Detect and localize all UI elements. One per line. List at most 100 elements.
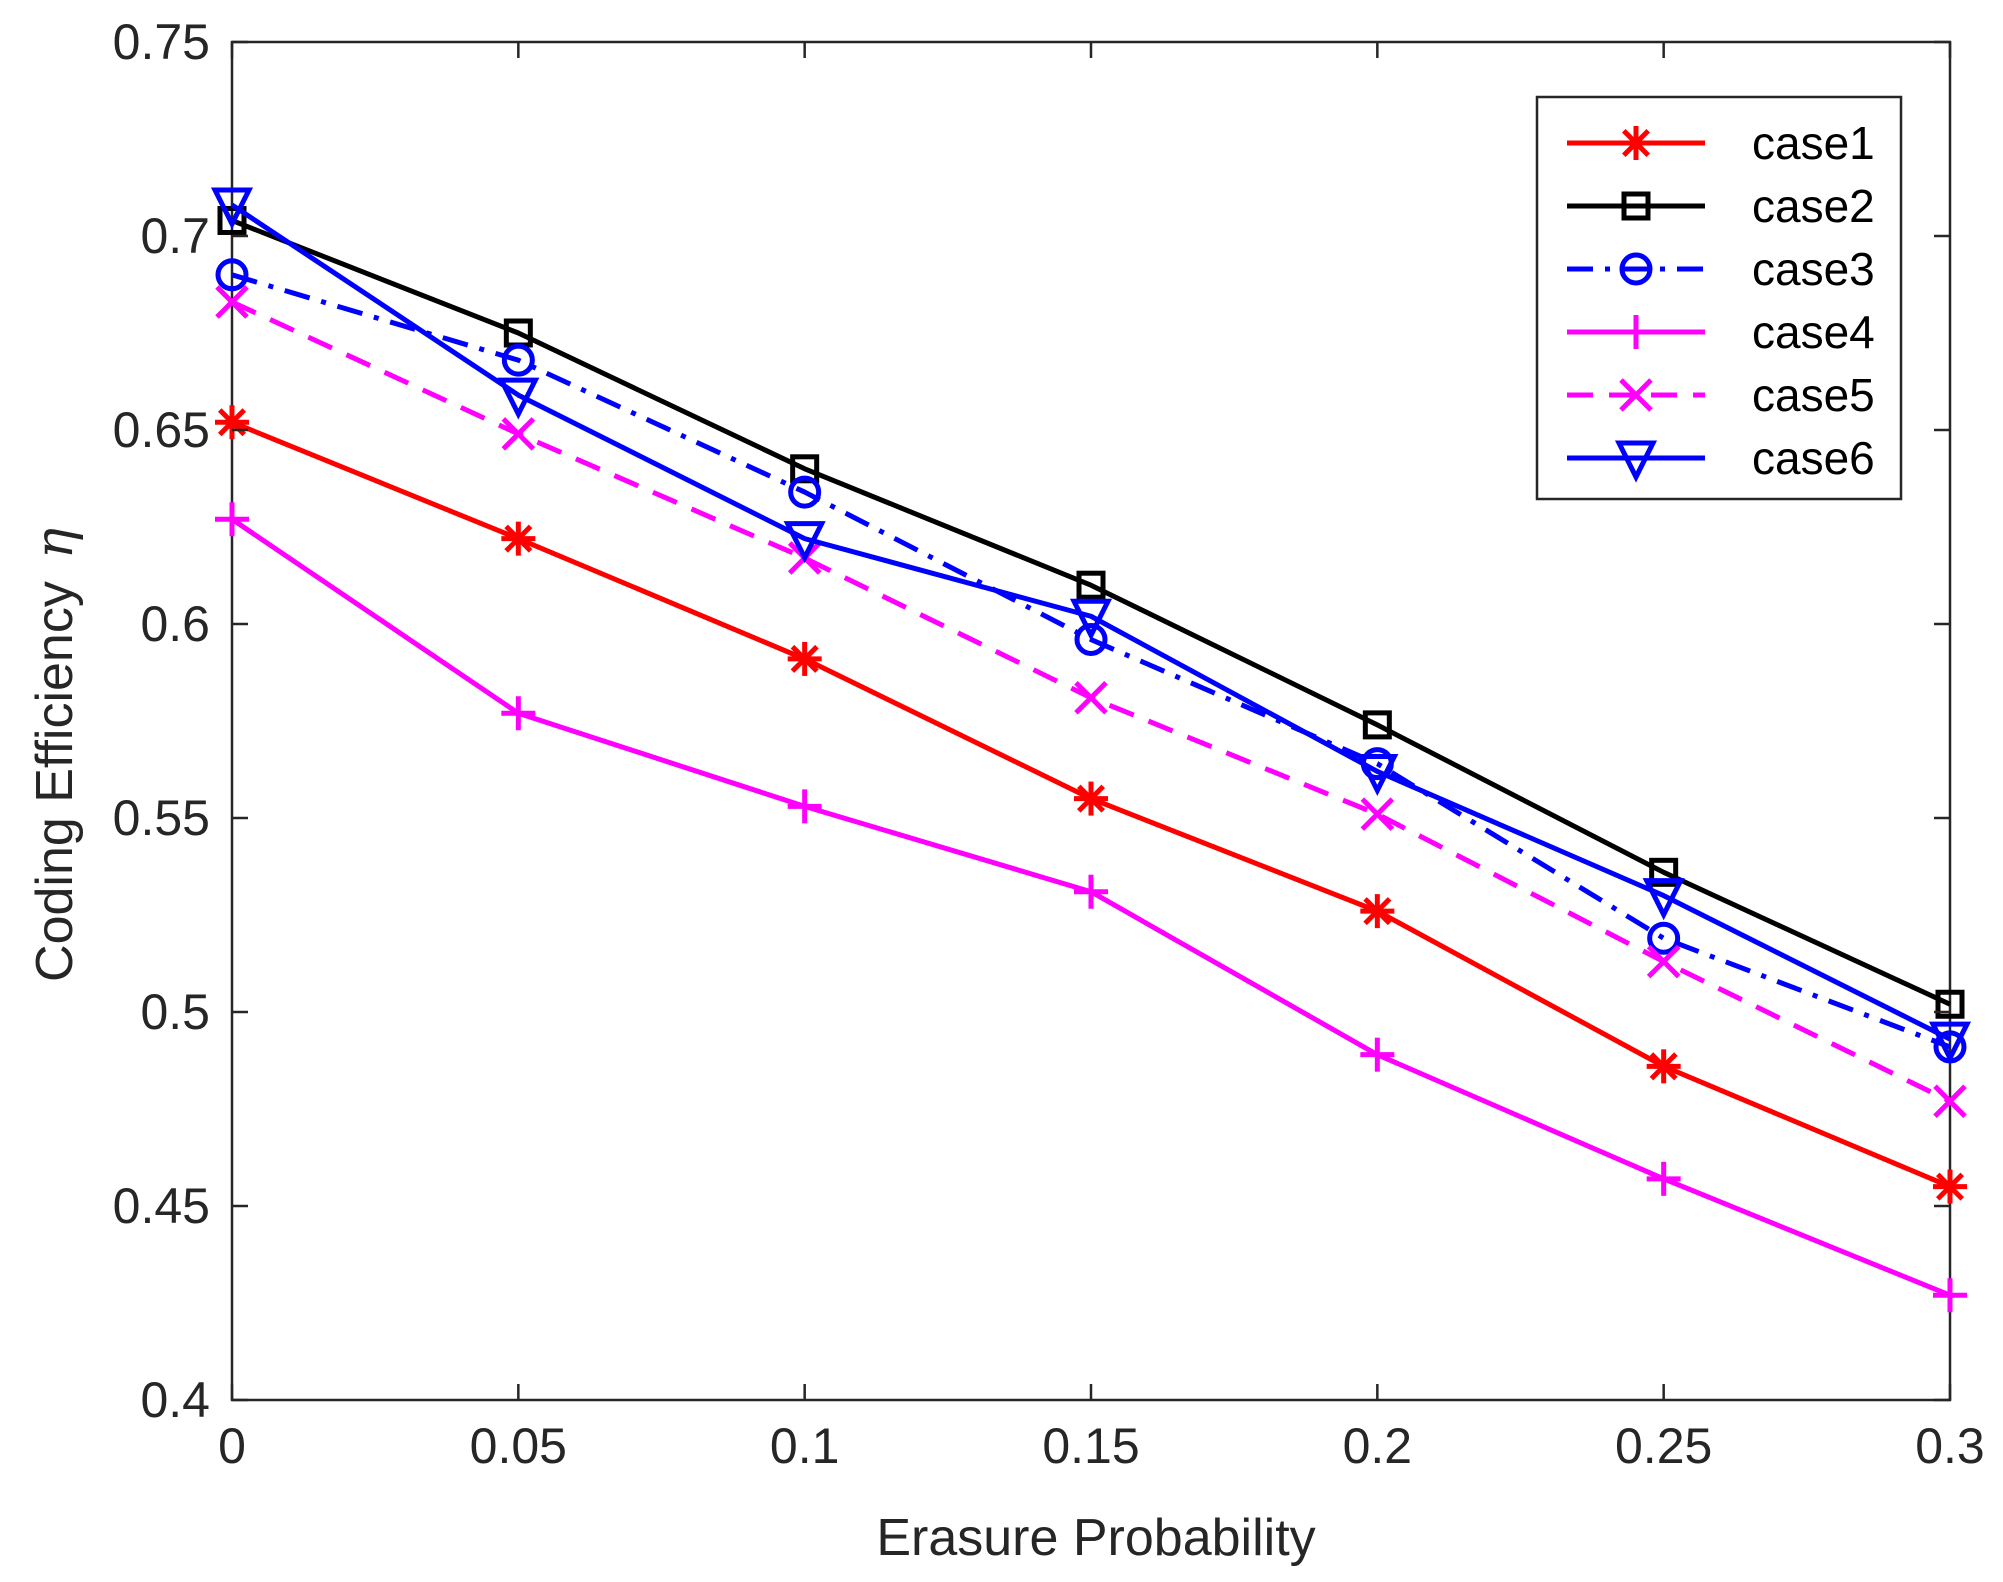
legend-item-case2: case2	[1567, 180, 1875, 232]
data-point-case4	[1933, 1278, 1967, 1313]
y-axis-title: Coding Efficiency η	[25, 528, 85, 982]
data-point-case6	[783, 521, 826, 564]
legend-item-case1: case1	[1567, 117, 1875, 169]
legend-item-case4: case4	[1567, 306, 1875, 358]
data-point-case6-shape	[210, 187, 254, 230]
data-point-case5	[215, 285, 249, 319]
legend-label: case4	[1752, 306, 1875, 358]
data-point-case1	[1933, 1169, 1967, 1204]
data-point-case5-stroke	[1360, 797, 1395, 831]
data-point-case1-stroke	[1363, 897, 1392, 926]
data-point-case4	[1074, 874, 1108, 909]
legend-label: case3	[1752, 243, 1875, 295]
data-point-case6-shape	[1356, 753, 1399, 797]
legend-marker	[1621, 191, 1651, 221]
data-point-case5	[1360, 797, 1395, 831]
data-point-case1	[787, 641, 822, 676]
data-point-case2	[790, 454, 820, 484]
legend-marker	[1614, 440, 1658, 483]
data-point-case5-stroke	[1646, 944, 1681, 979]
data-point-case3	[501, 343, 535, 377]
series-line-case2	[231, 218, 1952, 1007]
data-point-case4	[787, 789, 822, 824]
data-point-case5	[1933, 1084, 1967, 1119]
series-case2	[217, 205, 1965, 1019]
x-tick-label: 0	[218, 1418, 246, 1474]
legend-marker	[1619, 252, 1653, 286]
y-axis-title-symbol: η	[25, 528, 85, 559]
data-point-case2-shape	[790, 454, 820, 484]
data-point-case3-shape	[1074, 623, 1108, 657]
data-point-case5	[1074, 680, 1108, 715]
data-point-case5-stroke	[215, 285, 249, 319]
data-point-case2	[1362, 710, 1392, 740]
data-point-case6	[1069, 598, 1113, 641]
series-case4	[215, 502, 1967, 1313]
y-tick-label: 0.4	[140, 1372, 210, 1428]
data-point-case4	[501, 696, 536, 731]
data-point-case2-shape	[1649, 857, 1679, 887]
data-point-case2	[1076, 570, 1106, 600]
data-point-case3-shape	[788, 475, 822, 509]
data-point-case3-shape	[1647, 921, 1681, 955]
data-point-case6-shape	[1642, 878, 1685, 921]
data-point-case1-stroke	[1935, 1172, 1965, 1201]
data-point-case1-stroke	[504, 524, 533, 553]
y-axis-title-text: Coding Efficiency	[26, 581, 84, 982]
data-point-case6-shape	[1069, 598, 1113, 641]
data-point-case6	[497, 377, 540, 420]
data-point-case1-stroke	[790, 644, 819, 673]
x-tick-label: 0.1	[770, 1418, 840, 1474]
data-point-case3	[215, 258, 249, 292]
data-point-case1	[1646, 1049, 1681, 1084]
legend-item-case3: case3	[1567, 243, 1875, 295]
data-point-case5-stroke	[501, 417, 536, 451]
data-point-case6	[1356, 753, 1399, 797]
legend-marker	[1619, 378, 1653, 412]
series-line-case6	[230, 202, 1952, 1042]
data-point-case1	[1074, 781, 1108, 816]
legend-item-case5: case5	[1567, 369, 1875, 421]
legend-marker	[1619, 315, 1653, 349]
y-tick-label: 0.5	[140, 984, 210, 1040]
data-point-case5	[501, 417, 536, 451]
data-point-case6-shape	[783, 521, 826, 564]
data-point-case5	[1646, 944, 1681, 979]
y-tick-label: 0.6	[140, 596, 210, 652]
legend-marker-stroke	[1621, 128, 1651, 158]
x-tick-label: 0.15	[1042, 1418, 1139, 1474]
data-point-case3-shape	[501, 343, 535, 377]
legend: case1 case2 case3 case4 case5 case6	[1535, 95, 1903, 501]
data-point-case6	[210, 187, 254, 230]
legend-label: case5	[1752, 369, 1875, 421]
data-point-case2	[1935, 989, 1965, 1019]
data-point-case6	[1928, 1021, 1972, 1064]
data-point-case1-stroke	[1076, 784, 1106, 813]
data-point-case3	[788, 475, 822, 509]
data-point-case6-shape	[1928, 1021, 1972, 1064]
data-point-case1-stroke	[217, 408, 247, 437]
x-axis-title: Erasure Probability	[876, 1509, 1315, 1567]
data-point-case1	[1360, 894, 1395, 929]
y-tick-label: 0.45	[113, 1178, 210, 1234]
x-tick-label: 0.2	[1343, 1418, 1413, 1474]
data-point-case4	[1646, 1161, 1681, 1196]
data-point-case2-shape	[217, 205, 247, 235]
data-point-case3-shape	[215, 258, 249, 292]
series-layer	[210, 187, 1972, 1313]
series-case6	[210, 187, 1972, 1064]
data-point-case3	[1647, 921, 1681, 955]
data-point-case3	[1074, 623, 1108, 657]
data-point-case2-shape	[1362, 710, 1392, 740]
series-case5	[215, 285, 1967, 1119]
legend-label: case1	[1752, 117, 1875, 169]
data-point-case4	[215, 502, 249, 537]
legend-box	[1535, 95, 1903, 501]
data-point-case2	[217, 205, 247, 235]
legend-label: case6	[1752, 432, 1875, 484]
x-tick-label: 0.25	[1615, 1418, 1712, 1474]
legend-item-case6: case6	[1567, 432, 1875, 484]
data-point-case2-shape	[1935, 989, 1965, 1019]
data-point-case5-stroke	[1933, 1084, 1967, 1119]
y-tick-label: 0.7	[140, 208, 210, 264]
